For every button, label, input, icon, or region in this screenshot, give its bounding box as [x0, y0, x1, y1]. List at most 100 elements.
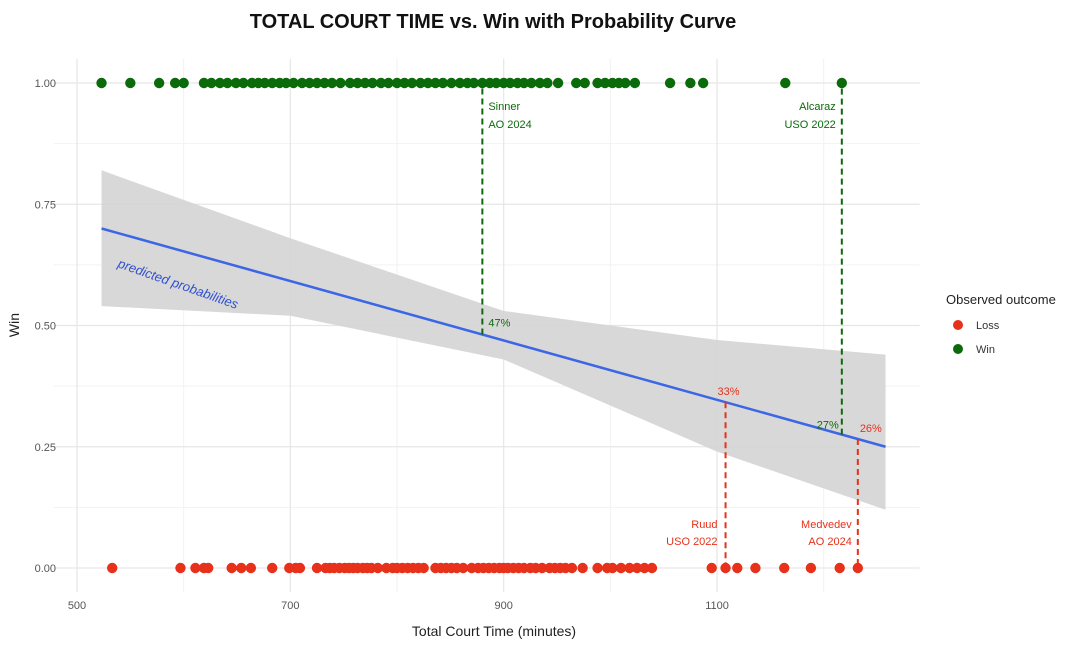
point-win [504, 77, 516, 89]
point-loss [732, 562, 743, 574]
point-win [518, 77, 530, 89]
point-win [542, 77, 553, 89]
confidence-band-area [101, 170, 886, 510]
point-win [352, 77, 363, 89]
y-axis-label: Win [6, 313, 22, 337]
point-loss [226, 562, 237, 574]
point-win [96, 77, 107, 89]
axes: 500 700 900 1100 0.00 0.25 0.50 0.75 1.00 [35, 78, 729, 612]
point-win [222, 77, 233, 89]
point-loss [750, 562, 761, 574]
chart-title: TOTAL COURT TIME vs. Win with Probabilit… [250, 11, 737, 33]
annotation-event: AO 2024 [808, 536, 851, 548]
data-points [96, 77, 864, 574]
legend: Observed outcome Loss Win [946, 292, 1056, 356]
point-loss [805, 562, 817, 574]
probability-curve: predicted probabilities [101, 227, 886, 448]
point-win [359, 77, 371, 89]
point-win [685, 77, 696, 89]
point-loss [607, 562, 618, 574]
point-win [468, 77, 480, 89]
point-loss [624, 562, 635, 574]
legend-title: Observed outcome [946, 292, 1056, 307]
point-win [238, 77, 249, 89]
point-win [526, 77, 537, 89]
point-win [697, 77, 709, 89]
point-win [415, 77, 426, 89]
point-loss [457, 562, 469, 574]
point-loss [646, 562, 658, 574]
x-tick-label: 500 [68, 600, 86, 612]
point-win [391, 77, 403, 89]
point-win [430, 77, 441, 89]
point-win [552, 77, 564, 89]
y-tick-label: 1.00 [35, 78, 56, 90]
point-win [571, 77, 582, 89]
annotation-event: USO 2022 [666, 536, 717, 548]
point-win [153, 77, 165, 89]
point-win [437, 77, 449, 89]
point-loss [631, 562, 643, 574]
point-win [579, 77, 590, 89]
point-win [599, 77, 611, 89]
legend-label-win: Win [976, 344, 995, 356]
point-win [664, 77, 676, 89]
point-win [422, 77, 434, 89]
point-loss [190, 562, 201, 574]
point-win [620, 77, 631, 89]
point-loss [592, 562, 603, 574]
legend-swatch-loss [953, 320, 963, 330]
point-win [169, 77, 181, 89]
point-loss [834, 562, 845, 574]
point-win [206, 77, 217, 89]
point-win [344, 77, 356, 89]
point-win [259, 77, 270, 89]
point-win [198, 77, 210, 89]
point-loss [852, 562, 864, 574]
annotation-event: USO 2022 [784, 119, 835, 131]
point-win [375, 77, 387, 89]
point-win [288, 77, 299, 89]
annotation-player: Medvedev [801, 519, 852, 531]
x-axis-label: Total Court Time (minutes) [412, 623, 576, 639]
point-loss [639, 562, 650, 574]
point-loss [203, 562, 214, 574]
x-tick-label: 900 [495, 600, 513, 612]
point-loss [107, 562, 118, 574]
point-win [592, 77, 603, 89]
annotations: Sinner AO 2024 47% Alcaraz USO 2022 27% Ruud US… [481, 83, 882, 568]
point-loss [294, 562, 306, 574]
x-tick-label: 1100 [705, 600, 729, 612]
annotation-prob: 27% [817, 420, 839, 432]
point-win [267, 77, 278, 89]
point-win [214, 77, 226, 89]
point-win [319, 77, 330, 89]
point-loss [175, 562, 186, 574]
point-loss [566, 562, 578, 574]
point-win [454, 77, 466, 89]
point-win [446, 77, 457, 89]
annotation-player: Sinner [488, 101, 520, 113]
legend-label-loss: Loss [976, 320, 1000, 332]
point-loss [311, 562, 323, 574]
point-win [383, 77, 394, 89]
point-win [335, 77, 346, 89]
point-win [491, 77, 502, 89]
point-win [311, 77, 323, 89]
y-tick-label: 0.50 [35, 321, 56, 333]
point-win [629, 77, 641, 89]
point-win [296, 77, 308, 89]
annotation-event: AO 2024 [488, 119, 531, 131]
point-win [780, 77, 791, 89]
point-win [125, 77, 136, 89]
point-loss [418, 562, 429, 574]
point-win [534, 77, 546, 89]
point-loss [245, 562, 257, 574]
annotation-prob: 47% [488, 318, 510, 330]
point-win [178, 77, 189, 89]
point-loss [236, 562, 247, 574]
y-tick-label: 0.00 [35, 563, 56, 575]
point-loss [536, 562, 548, 574]
point-loss [779, 562, 790, 574]
